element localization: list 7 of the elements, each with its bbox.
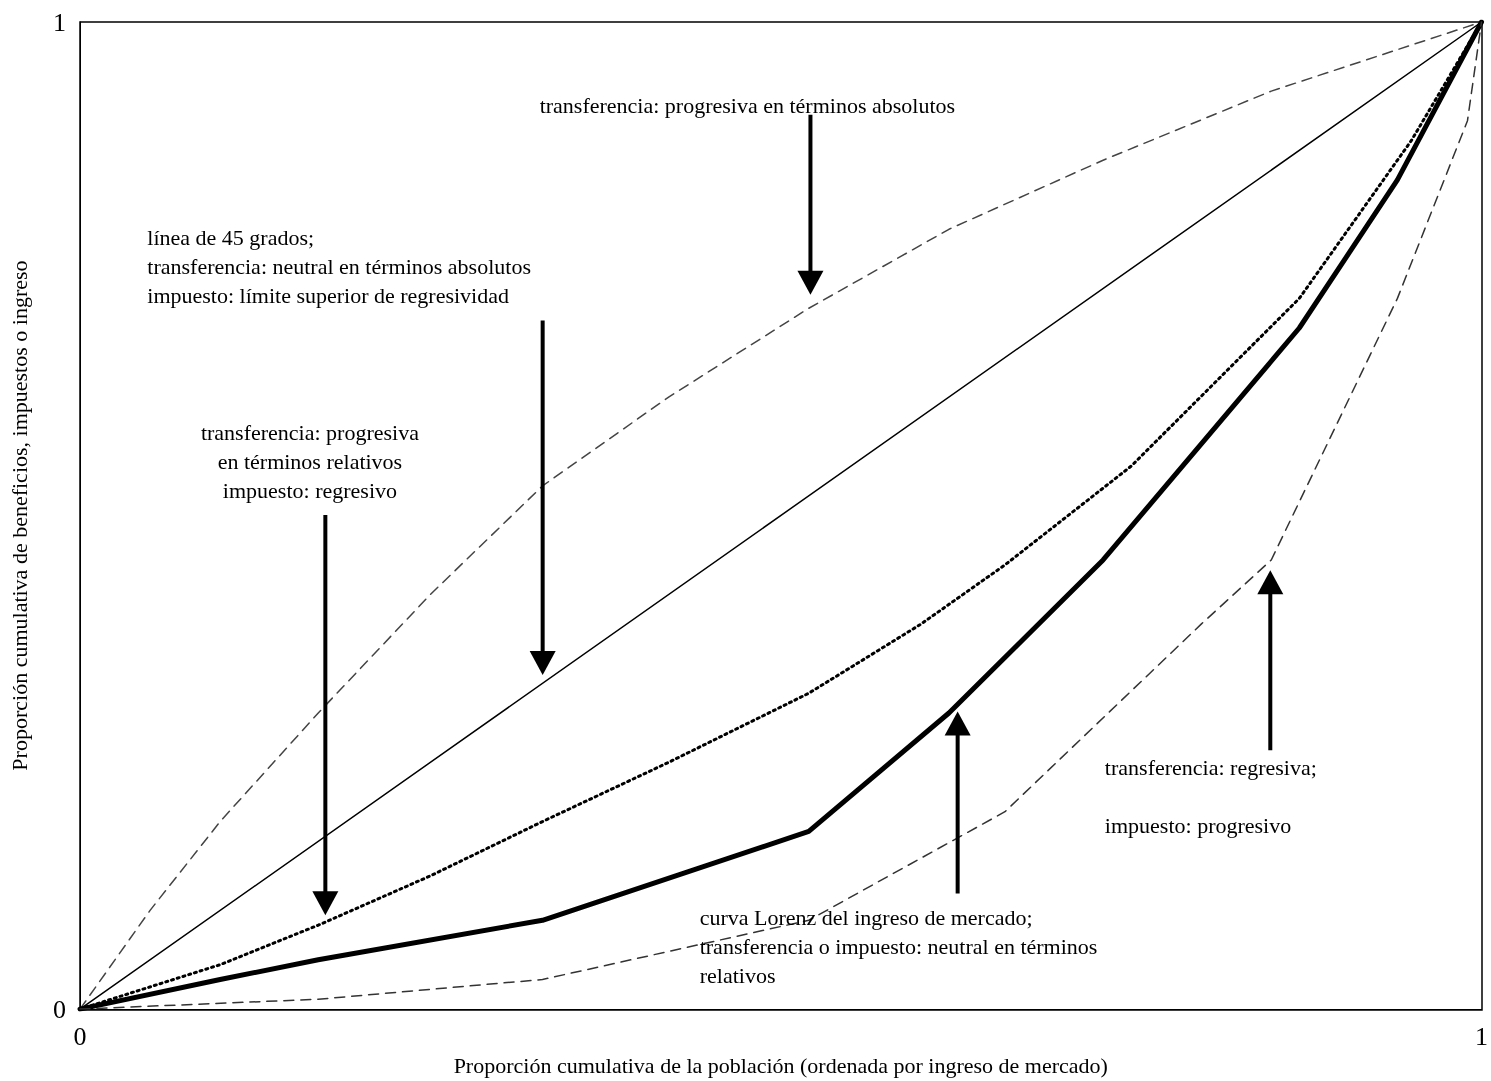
annotation: línea de 45 grados; transferencia: neutral en términos absolutos impuesto: límite superior de regresividad: [147, 224, 531, 308]
text: transferencia: regresiva; impuesto: progresivo: [1104, 755, 1317, 839]
annotation: transferencia: progresiva en términos absolutos: [539, 93, 956, 119]
annotation: transferencia: progresiva en términos relativos impuesto: regresivo: [200, 420, 420, 504]
annotation: curva Lorenz del ingreso de mercado; transferencia o impuesto: neutral en términos relativos: [699, 905, 1098, 989]
y-axis-title: Proporción cumulativa de beneficios, impuestos o ingreso: [6, 260, 32, 771]
x-axis-title: Proporción cumulativa de la población (ordenada por ingreso de mercado): [453, 1052, 1108, 1078]
